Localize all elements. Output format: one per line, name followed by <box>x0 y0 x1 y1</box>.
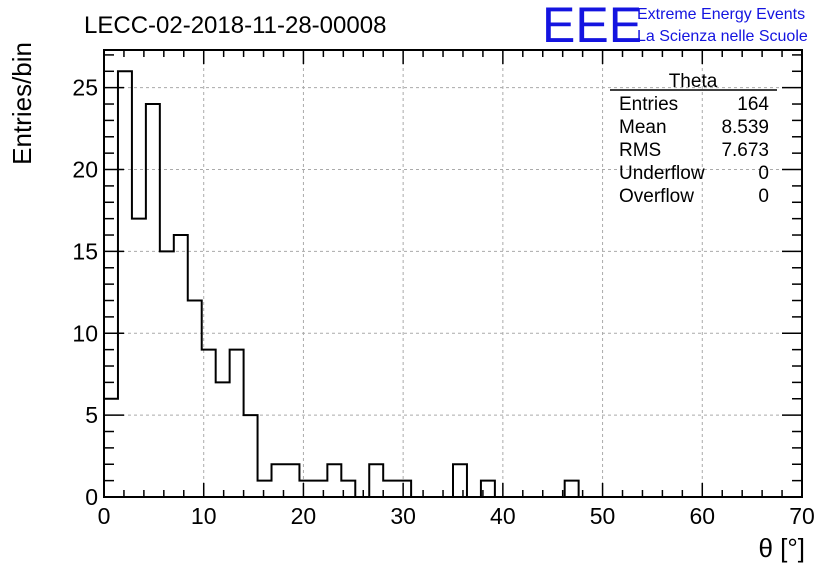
stats-value: 8.539 <box>721 117 769 138</box>
stats-value: 7.673 <box>721 140 769 161</box>
histogram-bin <box>327 464 341 497</box>
x-tick-label: 20 <box>291 503 317 529</box>
histogram-bin <box>299 481 313 497</box>
logo-line-2: La Scienza nelle Scuole <box>637 28 808 45</box>
stats-title: Theta <box>669 71 718 92</box>
x-tick-label: 0 <box>98 503 111 529</box>
x-tick-label: 50 <box>590 503 616 529</box>
histogram-bin <box>481 481 495 497</box>
histogram-bin <box>453 464 467 497</box>
histogram-bin <box>565 481 579 497</box>
histogram-bin <box>160 251 174 497</box>
x-axis-title: θ [°] <box>758 533 805 563</box>
histogram-bin <box>188 301 202 497</box>
y-tick-labels: 0 5 10 15 20 25 <box>72 75 98 510</box>
histogram-bin <box>118 71 132 497</box>
histogram-bin <box>272 464 286 497</box>
histogram-bin <box>174 235 188 497</box>
y-tick-label: 10 <box>72 320 98 346</box>
grid <box>104 50 802 497</box>
stats-value: 0 <box>758 163 769 184</box>
stats-label: RMS <box>619 140 661 161</box>
x-tick-label: 10 <box>191 503 217 529</box>
x-tick-label: 30 <box>390 503 416 529</box>
x-tick-label: 40 <box>490 503 516 529</box>
axis-ticks <box>103 50 803 498</box>
histogram-bin <box>258 481 272 497</box>
y-axis-title: Entries/bin <box>7 42 37 165</box>
y-tick-label: 25 <box>72 75 98 101</box>
stats-label: Entries <box>619 94 678 115</box>
x-tick-labels: 0 10 20 30 40 50 60 70 <box>98 503 815 529</box>
stats-label: Mean <box>619 117 667 138</box>
plot-frame <box>103 49 803 498</box>
histogram-bin <box>383 481 397 497</box>
histogram-bin <box>104 399 118 497</box>
stats-label: Overflow <box>619 186 694 207</box>
stats-box: Theta Entries 164 Mean 8.539 RMS 7.673 Underfl… <box>610 71 777 207</box>
y-tick-label: 0 <box>85 484 98 510</box>
y-tick-label: 15 <box>72 238 98 264</box>
x-tick-label: 60 <box>689 503 715 529</box>
histogram-bin <box>202 350 216 497</box>
histogram-bin <box>216 382 230 497</box>
y-tick-label: 5 <box>85 402 98 428</box>
logo-mark: EEE <box>542 0 642 53</box>
stats-value: 164 <box>737 94 769 115</box>
histogram-bin <box>146 104 160 497</box>
histogram-bin <box>244 415 258 497</box>
histogram-bin <box>132 219 146 497</box>
eee-logo: EEE Extreme Energy Events La Scienza nel… <box>542 0 808 53</box>
histogram-bin <box>285 464 299 497</box>
histogram-bin <box>369 464 383 497</box>
x-tick-label: 70 <box>789 503 815 529</box>
stats-value: 0 <box>758 186 769 207</box>
histogram-bins <box>104 71 579 497</box>
histogram-bin <box>230 350 244 497</box>
histogram-bin <box>397 481 411 497</box>
stats-label: Underflow <box>619 163 705 184</box>
histogram-bin <box>341 481 355 497</box>
logo-line-1: Extreme Energy Events <box>637 6 805 23</box>
chart-title: LECC-02-2018-11-28-00008 <box>84 12 386 39</box>
histogram-bin <box>313 481 327 497</box>
y-tick-label: 20 <box>72 157 98 183</box>
